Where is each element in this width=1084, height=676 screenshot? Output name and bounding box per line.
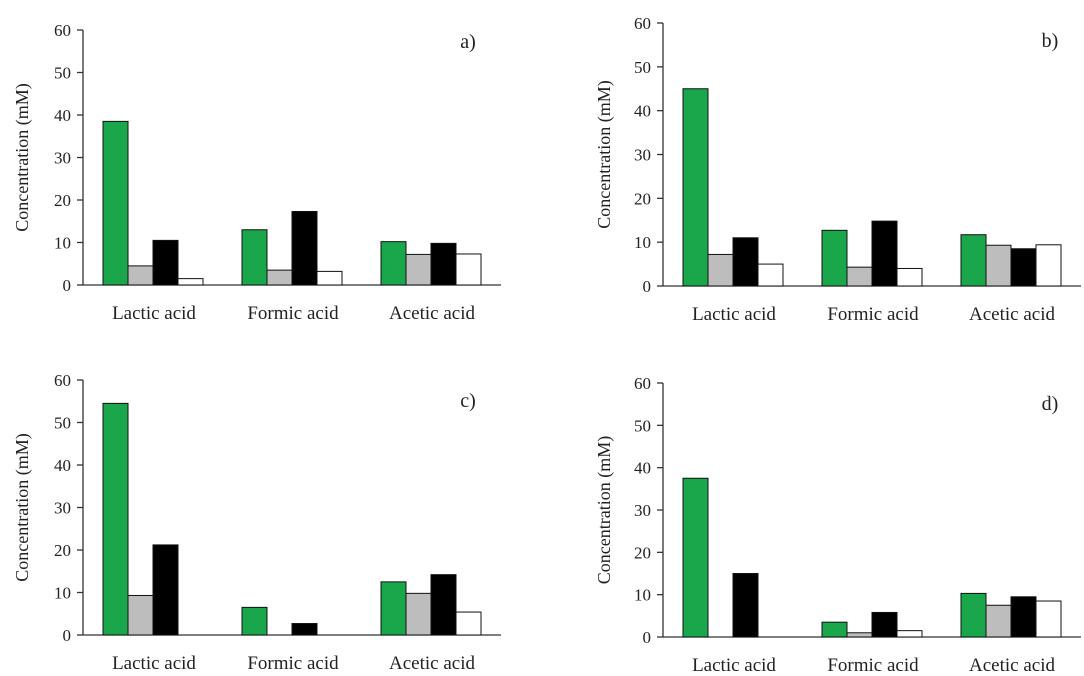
x-category-label: Lactic acid	[112, 303, 196, 324]
bar-formic-acid-series-3	[291, 210, 318, 286]
panel-label: d)	[1042, 393, 1059, 415]
bar-formic-acid-series-4	[896, 267, 923, 287]
bar-lactic-acid-series-1	[102, 402, 129, 636]
bar-acetic-acid-series-2	[405, 592, 432, 636]
y-tick-label: 20	[634, 543, 651, 562]
bar-lactic-acid-series-1	[682, 477, 709, 638]
y-tick-label: 30	[634, 146, 651, 165]
x-category-label: Acetic acid	[389, 653, 475, 674]
y-tick-label: 0	[63, 276, 72, 295]
y-tick-label: 40	[634, 459, 651, 478]
bar-acetic-acid-series-1	[960, 592, 987, 638]
bar-acetic-acid-series-3	[430, 574, 457, 636]
bar-lactic-acid-series-4	[757, 263, 784, 287]
y-tick-label: 20	[54, 191, 71, 210]
y-axis-title: Concentration (mM)	[12, 83, 33, 231]
y-tick-label: 10	[54, 234, 71, 253]
bar-formic-acid-series-3	[871, 611, 898, 638]
bar-acetic-acid-series-2	[985, 604, 1012, 638]
bar-formic-acid-series-2	[266, 269, 293, 286]
bar-lactic-acid-series-1	[682, 88, 709, 287]
bar-formic-acid-series-1	[241, 229, 268, 286]
bar-lactic-acid-series-4	[177, 278, 204, 286]
bar-acetic-acid-series-4	[455, 611, 482, 636]
bar-lactic-acid-series-3	[152, 544, 179, 636]
bar-lactic-acid-series-3	[732, 237, 759, 287]
y-tick-label: 10	[634, 586, 651, 605]
bar-acetic-acid-series-1	[960, 234, 987, 287]
bar-lactic-acid-series-2	[127, 265, 154, 286]
bar-formic-acid-series-3	[291, 623, 318, 636]
bar-acetic-acid-series-1	[380, 581, 407, 636]
bar-acetic-acid-series-1	[380, 241, 407, 286]
bar-acetic-acid-series-4	[1035, 600, 1062, 638]
x-category-label: Formic acid	[827, 304, 919, 325]
bar-lactic-acid-series-1	[102, 120, 129, 286]
y-tick-label: 0	[63, 626, 72, 645]
y-axis-title: Concentration (mM)	[594, 80, 615, 228]
y-tick-label: 60	[634, 14, 651, 33]
bar-acetic-acid-series-3	[1010, 596, 1037, 638]
y-tick-label: 50	[54, 414, 71, 433]
bar-lactic-acid-series-3	[732, 573, 759, 638]
x-category-label: Acetic acid	[969, 304, 1055, 325]
y-tick-label: 20	[634, 189, 651, 208]
y-tick-label: 50	[634, 58, 651, 77]
bar-formic-acid-series-4	[896, 630, 923, 638]
x-category-label: Acetic acid	[969, 655, 1055, 676]
y-tick-label: 40	[54, 456, 71, 475]
bar-lactic-acid-series-2	[707, 253, 734, 287]
y-tick-label: 60	[54, 371, 71, 390]
y-tick-label: 0	[643, 628, 652, 647]
y-tick-label: 10	[634, 233, 651, 252]
bar-acetic-acid-series-3	[430, 242, 457, 286]
y-tick-label: 50	[54, 64, 71, 83]
bar-acetic-acid-series-4	[455, 253, 482, 286]
y-tick-label: 0	[643, 277, 652, 296]
y-tick-label: 30	[634, 501, 651, 520]
bar-formic-acid-series-2	[846, 266, 873, 287]
panel-label: b)	[1042, 30, 1059, 52]
bar-lactic-acid-series-2	[127, 594, 154, 636]
y-axis-title: Concentration (mM)	[594, 436, 615, 584]
y-tick-label: 40	[634, 102, 651, 121]
x-category-label: Acetic acid	[389, 303, 475, 324]
bar-acetic-acid-series-3	[1010, 248, 1037, 287]
x-category-label: Formic acid	[247, 653, 339, 674]
x-category-label: Lactic acid	[692, 655, 776, 676]
y-tick-label: 30	[54, 499, 71, 518]
bar-formic-acid-series-2	[846, 632, 873, 638]
y-tick-label: 40	[54, 106, 71, 125]
x-category-label: Lactic acid	[692, 304, 776, 325]
panel-label: c)	[460, 390, 476, 412]
bar-acetic-acid-series-4	[1035, 244, 1062, 287]
bar-lactic-acid-series-3	[152, 239, 179, 286]
bar-formic-acid-series-1	[241, 606, 268, 636]
bar-acetic-acid-series-2	[985, 244, 1012, 287]
y-tick-label: 50	[634, 416, 651, 435]
bar-formic-acid-series-4	[316, 270, 343, 286]
bar-formic-acid-series-3	[871, 220, 898, 287]
y-axis-title: Concentration (mM)	[12, 433, 33, 581]
panel-label: a)	[460, 31, 476, 53]
y-tick-label: 30	[54, 149, 71, 168]
bar-formic-acid-series-1	[821, 621, 848, 638]
y-tick-label: 10	[54, 584, 71, 603]
bar-formic-acid-series-1	[821, 229, 848, 287]
bar-acetic-acid-series-2	[405, 253, 432, 286]
x-category-label: Formic acid	[247, 303, 339, 324]
y-tick-label: 60	[634, 374, 651, 393]
y-tick-label: 20	[54, 541, 71, 560]
y-tick-label: 60	[54, 21, 71, 40]
x-category-label: Lactic acid	[112, 653, 196, 674]
x-category-label: Formic acid	[827, 655, 919, 676]
